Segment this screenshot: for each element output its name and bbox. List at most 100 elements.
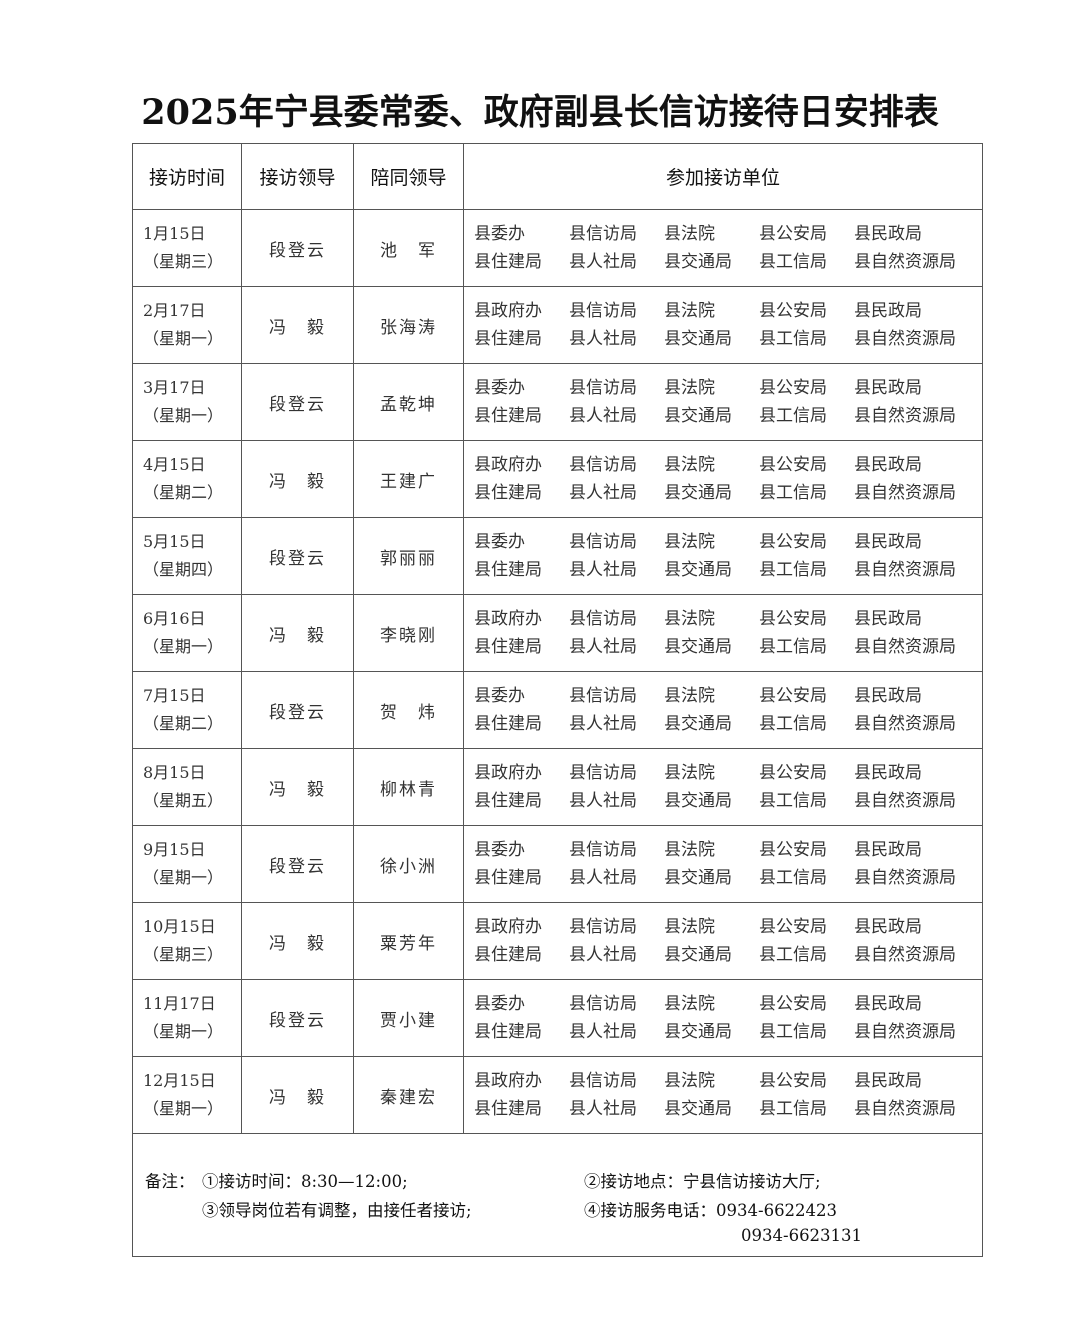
units-line: 县住建局 县人社局 县交通局 县工信局 县自然资源局	[474, 556, 982, 584]
unit-name: 县自然资源局	[854, 945, 956, 965]
date: 10月15日	[143, 917, 216, 936]
unit-name: 县公安局	[759, 917, 827, 937]
unit-name: 县信访局	[569, 994, 637, 1014]
notes-cell: 备注： ①接访时间：8:30—12:00; ②接访地点：宁县信访接访大厅; ③领…	[132, 1133, 983, 1257]
units-line: 县住建局 县人社局 县交通局 县工信局 县自然资源局	[474, 402, 982, 430]
unit-name: 县政府办	[474, 609, 542, 629]
unit-name: 县民政局	[854, 455, 922, 475]
companion-cell: 李晓刚	[353, 594, 464, 672]
unit-name: 县自然资源局	[854, 560, 956, 580]
weekday: （星期二）	[143, 483, 224, 502]
units-cell: 县政府办 县信访局 县法院 县公安局 县民政局 县住建局 县人社局 县交通局 县工信局 县自然资源…	[463, 286, 983, 364]
leader-cell: 冯 毅	[241, 748, 354, 826]
note-time: ①接访时间：8:30—12:00;	[202, 1172, 408, 1191]
unit-name: 县法院	[664, 840, 715, 860]
unit-name: 县公安局	[759, 763, 827, 783]
unit-name: 县法院	[664, 609, 715, 629]
units-cell: 县委办 县信访局 县法院 县公安局 县民政局 县住建局 县人社局 县交通局 县工信局 县自然资源局	[463, 825, 983, 903]
companion-cell: 秦建宏	[353, 1056, 464, 1134]
unit-name: 县自然资源局	[854, 791, 956, 811]
units-line: 县政府办 县信访局 县法院 县公安局 县民政局	[474, 605, 982, 633]
unit-name: 县自然资源局	[854, 329, 956, 349]
notes-label: 备注：	[145, 1172, 195, 1191]
unit-name: 县民政局	[854, 763, 922, 783]
unit-name: 县人社局	[569, 1099, 637, 1119]
unit-name: 县法院	[664, 994, 715, 1014]
table-row: 8月15日 （星期五）冯 毅柳林青 县政府办 县信访局 县法院 县公安局 县民政局 县住建局县…	[132, 748, 983, 826]
unit-name: 县民政局	[854, 532, 922, 552]
units-line: 县住建局 县人社局 县交通局 县工信局 县自然资源局	[474, 710, 982, 738]
unit-name: 县法院	[664, 378, 715, 398]
table-row: 2月17日 （星期一）冯 毅张海涛 县政府办 县信访局 县法院 县公安局 县民政局 县住建局县…	[132, 286, 983, 364]
unit-name: 县人社局	[569, 483, 637, 503]
units-line: 县住建局 县人社局 县交通局 县工信局 县自然资源局	[474, 479, 982, 507]
leader-cell: 冯 毅	[241, 440, 354, 518]
notes-row: 备注： ①接访时间：8:30—12:00; ②接访地点：宁县信访接访大厅; ③领…	[132, 1133, 983, 1257]
unit-name: 县住建局	[474, 406, 542, 426]
units-cell: 县政府办 县信访局 县法院 县公安局 县民政局 县住建局 县人社局 县交通局 县工信局 县自然资源…	[463, 1056, 983, 1134]
unit-name: 县住建局	[474, 483, 542, 503]
units-line: 县住建局 县人社局 县交通局 县工信局 县自然资源局	[474, 941, 982, 969]
unit-name: 县信访局	[569, 378, 637, 398]
unit-name: 县民政局	[854, 378, 922, 398]
unit-name: 县交通局	[664, 1099, 732, 1119]
companion-cell: 郭丽丽	[353, 517, 464, 595]
unit-name: 县工信局	[759, 483, 827, 503]
header-leader: 接访领导	[241, 143, 354, 210]
date-cell: 1月15日 （星期三）	[132, 209, 242, 287]
unit-name: 县人社局	[569, 406, 637, 426]
units-line: 县委办 县信访局 县法院 县公安局 县民政局	[474, 990, 982, 1018]
table-row: 1月15日 （星期三） 段登云池 军县委办 县信访局 县法院 县公安局 县民政局 县住建局 县人…	[132, 209, 983, 287]
table-row: 3月17日 （星期一） 段登云 孟乾坤 县委办 县信访局 县法院 县公安局 县民政局 县住建局 县人…	[132, 363, 983, 441]
unit-name: 县信访局	[569, 840, 637, 860]
unit-name: 县信访局	[569, 224, 637, 244]
unit-name: 县法院	[664, 1071, 715, 1091]
unit-name: 县民政局	[854, 1071, 922, 1091]
units-line: 县政府办 县信访局 县法院 县公安局 县民政局	[474, 913, 982, 941]
unit-name: 县公安局	[759, 994, 827, 1014]
weekday: （星期五）	[143, 791, 224, 810]
companion-cell: 王建广	[353, 440, 464, 518]
unit-name: 县住建局	[474, 252, 542, 272]
unit-name: 县住建局	[474, 1022, 542, 1042]
date: 5月15日	[143, 532, 206, 551]
unit-name: 县人社局	[569, 1022, 637, 1042]
companion-cell: 粟芳年	[353, 902, 464, 980]
units-line: 县政府办 县信访局 县法院 县公安局 县民政局	[474, 759, 982, 787]
unit-name: 县民政局	[854, 686, 922, 706]
unit-name: 县民政局	[854, 994, 922, 1014]
date-cell: 6月16日 （星期一）	[132, 594, 242, 672]
weekday: （星期二）	[143, 714, 224, 733]
weekday: （星期一）	[143, 1099, 224, 1118]
unit-name: 县政府办	[474, 301, 542, 321]
unit-name: 县工信局	[759, 945, 827, 965]
units-line: 县委办 县信访局 县法院 县公安局 县民政局	[474, 220, 982, 248]
header-units: 参加接访单位	[463, 143, 983, 210]
date: 9月15日	[143, 840, 206, 859]
unit-name: 县人社局	[569, 714, 637, 734]
unit-name: 县自然资源局	[854, 637, 956, 657]
unit-name: 县民政局	[854, 609, 922, 629]
unit-name: 县法院	[664, 763, 715, 783]
unit-name: 县自然资源局	[854, 1099, 956, 1119]
note-phone: ④接访服务电话：0934-6622423	[584, 1201, 838, 1220]
leader-cell: 段登云	[241, 671, 354, 749]
companion-cell: 池 军	[353, 209, 464, 287]
unit-name: 县人社局	[569, 868, 637, 888]
unit-name: 县委办	[474, 686, 525, 706]
unit-name: 县民政局	[854, 224, 922, 244]
date-cell: 4月15日 （星期二）	[132, 440, 242, 518]
units-cell: 县委办 县信访局 县法院 县公安局 县民政局 县住建局 县人社局 县交通局 县工信局 县自然资源局	[463, 209, 983, 287]
schedule-table: 接访时间 接访领导 陪同领导 参加接访单位 1月15日 （星期三） 段登云池 军县委…	[132, 143, 983, 1257]
leader-cell: 段登云	[241, 517, 354, 595]
weekday: （星期一）	[143, 868, 224, 887]
unit-name: 县委办	[474, 994, 525, 1014]
header-time: 接访时间	[132, 143, 242, 210]
unit-name: 县交通局	[664, 406, 732, 426]
unit-name: 县公安局	[759, 609, 827, 629]
table-row: 6月16日 （星期一）冯 毅李晓刚 县政府办 县信访局 县法院 县公安局 县民政局 县住建局县…	[132, 594, 983, 672]
unit-name: 县公安局	[759, 378, 827, 398]
unit-name: 县人社局	[569, 637, 637, 657]
unit-name: 县人社局	[569, 791, 637, 811]
units-cell: 县政府办 县信访局 县法院 县公安局 县民政局 县住建局 县人社局 县交通局 县工信局 县自然资源…	[463, 902, 983, 980]
